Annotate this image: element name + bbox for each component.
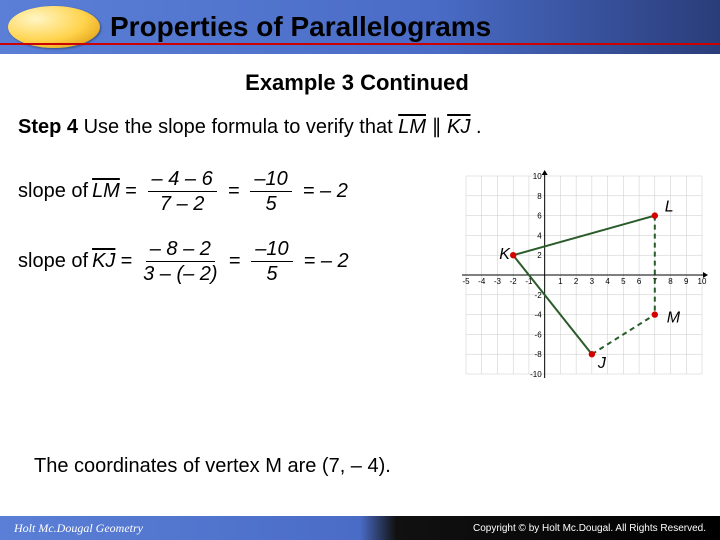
svg-text:2: 2 bbox=[537, 251, 542, 260]
svg-text:10: 10 bbox=[533, 172, 542, 181]
svg-text:5: 5 bbox=[621, 277, 626, 286]
svg-text:2: 2 bbox=[574, 277, 579, 286]
svg-text:-4: -4 bbox=[535, 311, 543, 320]
svg-text:J: J bbox=[597, 355, 607, 372]
svg-text:-3: -3 bbox=[494, 277, 502, 286]
title-underline bbox=[0, 43, 720, 45]
svg-text:-2: -2 bbox=[535, 291, 543, 300]
svg-text:1: 1 bbox=[558, 277, 563, 286]
svg-text:6: 6 bbox=[637, 277, 642, 286]
footer-copyright: Copyright © by Holt Mc.Dougal. All Right… bbox=[473, 523, 706, 534]
svg-text:-4: -4 bbox=[478, 277, 486, 286]
svg-text:-8: -8 bbox=[535, 350, 543, 359]
coordinate-graph: -5-4-3-2-112345678910-10-8-6-4-2246810KL… bbox=[448, 170, 708, 380]
slide-content: Example 3 Continued Step 4 Use the slope… bbox=[0, 54, 720, 502]
svg-text:10: 10 bbox=[698, 277, 707, 286]
header-oval bbox=[8, 6, 100, 48]
svg-text:8: 8 bbox=[537, 192, 542, 201]
svg-text:3: 3 bbox=[590, 277, 595, 286]
svg-text:9: 9 bbox=[684, 277, 689, 286]
conclusion-text: The coordinates of vertex M are (7, – 4)… bbox=[34, 455, 391, 478]
svg-text:8: 8 bbox=[668, 277, 673, 286]
graph-svg: -5-4-3-2-112345678910-10-8-6-4-2246810KL… bbox=[448, 170, 708, 380]
footer-brand: Holt Mc.Dougal Geometry bbox=[14, 521, 143, 536]
slide-footer: Holt Mc.Dougal Geometry Copyright © by H… bbox=[0, 516, 720, 540]
svg-text:4: 4 bbox=[605, 277, 610, 286]
svg-text:-5: -5 bbox=[462, 277, 470, 286]
svg-text:-2: -2 bbox=[510, 277, 518, 286]
segment-lm: LM bbox=[398, 116, 426, 138]
step-text: Use the slope formula to verify that bbox=[84, 116, 393, 138]
step-instruction: Step 4 Use the slope formula to verify t… bbox=[18, 114, 696, 139]
slide-header: Properties of Parallelograms bbox=[0, 0, 720, 54]
svg-text:M: M bbox=[667, 310, 681, 327]
svg-text:4: 4 bbox=[537, 231, 542, 240]
svg-text:-10: -10 bbox=[530, 370, 542, 379]
svg-text:6: 6 bbox=[537, 212, 542, 221]
svg-text:K: K bbox=[499, 246, 511, 263]
step-label: Step 4 bbox=[18, 116, 78, 138]
example-heading: Example 3 Continued bbox=[18, 70, 696, 96]
period: . bbox=[476, 116, 482, 138]
slide-title: Properties of Parallelograms bbox=[110, 11, 491, 43]
svg-text:L: L bbox=[665, 199, 674, 216]
segment-kj: KJ bbox=[447, 116, 470, 138]
svg-text:-6: -6 bbox=[535, 330, 543, 339]
